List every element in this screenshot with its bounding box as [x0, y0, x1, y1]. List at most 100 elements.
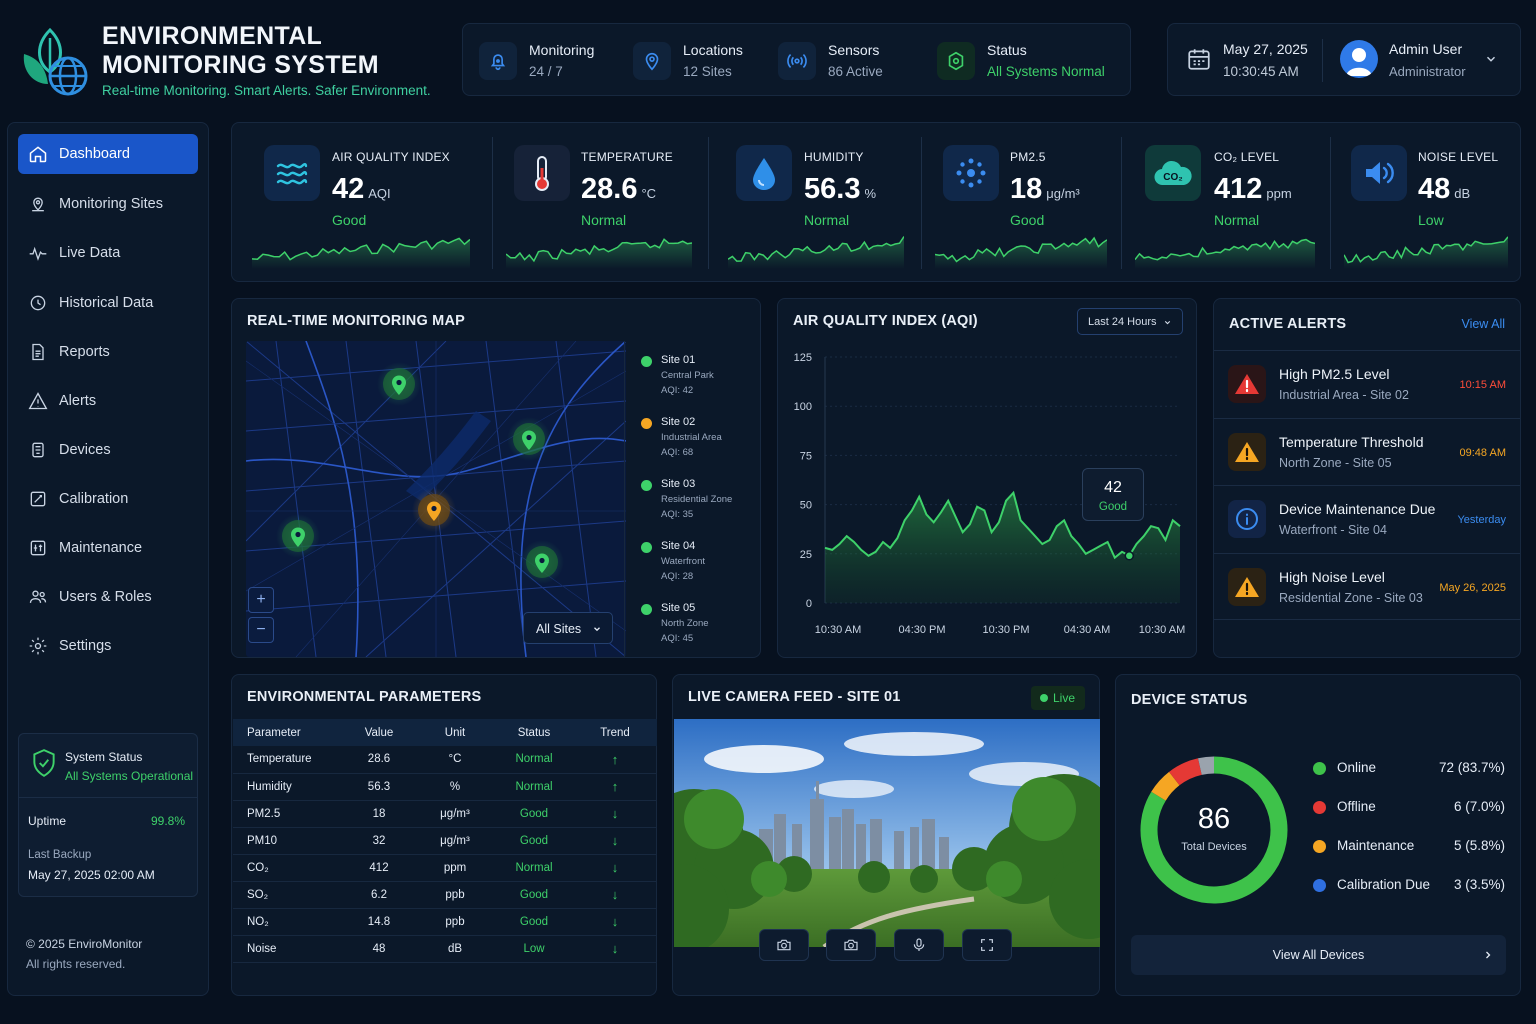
table-row[interactable]: NO₂ 14.8 ppb Good ↓ — [233, 908, 657, 936]
donut-slice-calibration-due[interactable] — [1198, 756, 1215, 775]
alerts-title: ACTIVE ALERTS — [1229, 316, 1347, 332]
pulse-icon — [29, 246, 47, 261]
copyright: © 2025 EnviroMonitor — [26, 937, 143, 951]
camera-snapshot-button[interactable] — [826, 929, 876, 961]
kpi-pm25[interactable]: PM2.5 18 μg/m³ Good — [921, 123, 1121, 283]
parameters-title: ENVIRONMENTAL PARAMETERS — [247, 689, 482, 705]
alert-critical-icon — [1228, 365, 1266, 403]
alert-item[interactable]: Device Maintenance Due Waterfront - Site… — [1214, 485, 1520, 552]
sidebar-item-calibration[interactable]: Calibration — [18, 479, 198, 519]
kpi-sparkline — [252, 237, 470, 269]
parameter-cell: NO₂ — [233, 908, 343, 936]
table-row[interactable]: CO₂ 412 ppm Normal ↓ — [233, 854, 657, 882]
kpi-noise[interactable]: NOISE LEVEL 48 dB Low — [1330, 123, 1520, 283]
status-cell: Normal — [495, 773, 573, 801]
last-backup-label: Last Backup — [28, 849, 92, 861]
map-title: REAL-TIME MONITORING MAP — [247, 313, 465, 329]
kpi-air-quality[interactable]: AIR QUALITY INDEX 42 AQI Good — [232, 123, 492, 283]
sidebar-item-devices[interactable]: Devices — [18, 430, 198, 470]
user-name: Admin User — [1389, 41, 1463, 57]
status-cell: Normal — [495, 854, 573, 882]
status-cell: Good — [495, 827, 573, 855]
map-zoom-out-button[interactable]: − — [248, 617, 274, 643]
sidebar-item-alerts[interactable]: Alerts — [18, 381, 198, 421]
map-site-filter[interactable]: All Sites — [523, 612, 613, 644]
water-drop-icon — [736, 145, 792, 201]
sidebar-item-historical-data[interactable]: Historical Data — [18, 283, 198, 323]
active-alerts-panel: ACTIVE ALERTS View All High PM2.5 Level … — [1213, 298, 1521, 658]
aqi-chart-title: AIR QUALITY INDEX (AQI) — [793, 313, 978, 329]
kpi-sparkline — [1135, 238, 1315, 269]
thermometer-icon — [514, 145, 570, 201]
kpi-humidity[interactable]: HUMIDITY 56.3% Normal — [708, 123, 921, 283]
map-pin-site-01[interactable] — [376, 361, 422, 407]
camera-fullscreen-button[interactable] — [962, 929, 1012, 961]
camera-video[interactable] — [674, 719, 1100, 947]
table-row[interactable]: PM2.5 18 μg/m³ Good ↓ — [233, 800, 657, 828]
value-cell: 32 — [343, 827, 415, 855]
chart-tooltip: 42 Good — [1082, 468, 1144, 521]
view-all-devices-button[interactable]: View All Devices — [1131, 935, 1506, 975]
info-icon — [1228, 500, 1266, 538]
camera-title: LIVE CAMERA FEED - SITE 01 — [688, 689, 901, 705]
rights-text: All rights reserved. — [26, 957, 126, 971]
alert-item[interactable]: High Noise Level Residential Zone - Site… — [1214, 553, 1520, 620]
avatar[interactable] — [1340, 40, 1378, 78]
camera-record-button[interactable] — [759, 929, 809, 961]
value-cell: 28.6 — [343, 746, 415, 774]
arrow-up-icon: ↑ — [573, 746, 657, 774]
stat-status: Status All Systems Normal — [937, 24, 1105, 97]
highlight-point[interactable] — [1124, 551, 1135, 561]
view-all-alerts-link[interactable]: View All — [1461, 317, 1505, 331]
table-row[interactable]: PM10 32 μg/m³ Good ↓ — [233, 827, 657, 855]
leaf-globe-icon — [23, 27, 88, 96]
system-status-title: System Status — [65, 750, 143, 764]
table-row[interactable]: Noise 48 dB Low ↓ — [233, 935, 657, 963]
sidebar-item-maintenance[interactable]: Maintenance — [18, 528, 198, 568]
park-skyline-image — [674, 719, 1100, 947]
report-icon — [32, 343, 44, 361]
table-row[interactable]: SO₂ 6.2 ppb Good ↓ — [233, 881, 657, 909]
alert-item[interactable]: Temperature Threshold North Zone - Site … — [1214, 418, 1520, 485]
map-pin-site-05[interactable] — [506, 416, 552, 462]
fullscreen-icon — [981, 939, 993, 951]
map-pin-site-04[interactable] — [519, 539, 565, 585]
aqi-chart-panel: AIR QUALITY INDEX (AQI) Last 24 Hours 0 2… — [777, 298, 1197, 658]
stat-sensors: Sensors 86 Active — [778, 24, 883, 97]
chevron-down-icon[interactable] — [1484, 52, 1498, 71]
arrow-down-icon: ↓ — [573, 800, 657, 828]
chevron-right-icon — [1486, 951, 1491, 959]
sensor-signal-icon — [778, 41, 816, 80]
time-range-dropdown[interactable]: Last 24 Hours — [1077, 308, 1183, 335]
kpi-temperature[interactable]: TEMPERATURE 28.6 °C Normal — [492, 123, 708, 283]
sidebar-item-settings[interactable]: Settings — [18, 626, 198, 666]
donut-slice-online[interactable] — [1140, 756, 1288, 904]
header-stats-bar: Monitoring 24 / 7 Locations 12 Sites Senso… — [462, 23, 1131, 96]
map-pin-site-02[interactable] — [411, 487, 457, 533]
status-check-icon — [937, 41, 975, 80]
sidebar-item-dashboard[interactable]: Dashboard — [18, 134, 198, 174]
status-cell: Good — [495, 800, 573, 828]
microphone-icon — [913, 938, 925, 951]
kpi-co2[interactable]: CO₂ CO₂ LEVEL 412 ppm Normal — [1121, 123, 1330, 283]
environmental-parameters-panel: ENVIRONMENTAL PARAMETERS Parameter Value… — [231, 674, 657, 996]
table-row[interactable]: Temperature 28.6 °C Normal ↑ — [233, 746, 657, 774]
sidebar-item-users-roles[interactable]: Users & Roles — [18, 577, 198, 617]
table-row[interactable]: Humidity 56.3% Normal ↑ — [233, 773, 657, 801]
total-devices-value: 86 — [1197, 803, 1231, 835]
unit-cell: μg/m³ — [415, 827, 495, 855]
donut-slice-maintenance[interactable] — [1151, 771, 1180, 801]
sidebar-item-reports[interactable]: Reports — [18, 332, 198, 372]
bell-icon — [479, 41, 517, 80]
device-status-panel: DEVICE STATUS 86 Total Devices Online 72 … — [1115, 674, 1521, 996]
map-zoom-in-button[interactable]: + — [248, 587, 274, 613]
map-canvas[interactable]: + − All Sites — [246, 341, 626, 657]
sidebar-item-monitoring-sites[interactable]: Monitoring Sites — [18, 184, 198, 224]
calibration-icon — [30, 491, 46, 507]
camera-audio-button[interactable] — [894, 929, 944, 961]
alert-item[interactable]: High PM2.5 Level Industrial Area - Site … — [1214, 350, 1520, 417]
sidebar-item-live-data[interactable]: Live Data — [18, 233, 198, 273]
maintenance-icon — [30, 540, 46, 556]
donut-slice-offline[interactable] — [1169, 758, 1203, 786]
map-pin-site-03[interactable] — [275, 513, 321, 559]
